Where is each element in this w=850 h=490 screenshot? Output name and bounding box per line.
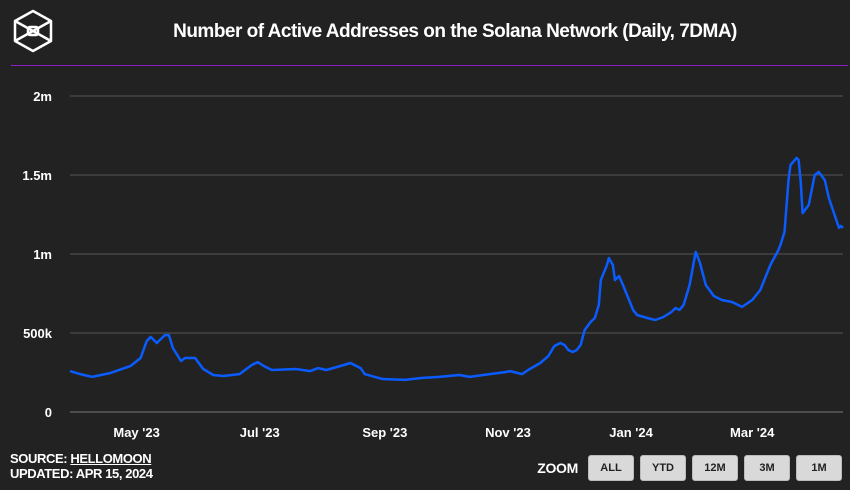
x-tick-label: Jan '24 — [609, 425, 653, 440]
y-tick-label: 1m — [33, 247, 52, 262]
y-tick-label: 0 — [45, 405, 52, 420]
hexagon-cube-logo — [13, 9, 53, 53]
zoom-ytd-button[interactable]: YTD — [640, 455, 686, 481]
zoom-label: ZOOM — [537, 460, 578, 476]
y-tick-label: 2m — [33, 89, 52, 104]
series-line — [69, 156, 844, 382]
zoom-1m-button[interactable]: 1M — [796, 455, 842, 481]
chart-title: Number of Active Addresses on the Solana… — [173, 21, 737, 42]
source-link[interactable]: HELLOMOON — [70, 451, 152, 466]
updated-date: UPDATED: APR 15, 2024 — [10, 466, 153, 481]
y-tick-label: 500k — [23, 326, 53, 341]
zoom-12m-button[interactable]: 12M — [692, 455, 738, 481]
x-tick-label: May '23 — [113, 425, 159, 440]
title-divider — [11, 65, 848, 66]
x-tick-label: Nov '23 — [485, 425, 531, 440]
source-info: SOURCE: HELLOMOON UPDATED: APR 15, 2024 — [10, 451, 153, 481]
line-chart: 0 500k 1m 1.5m 2m May '23 Jul '23 Sep '23 Nov '… — [22, 89, 844, 440]
x-tick-label: Mar '24 — [730, 425, 775, 440]
x-tick-label: Sep '23 — [362, 425, 407, 440]
zoom-3m-button[interactable]: 3M — [744, 455, 790, 481]
source-prefix: SOURCE: — [10, 451, 71, 466]
zoom-controls: ZOOM ALL YTD 12M 3M 1M — [537, 455, 842, 481]
y-tick-label: 1.5m — [22, 168, 52, 183]
x-tick-label: Jul '23 — [240, 425, 280, 440]
zoom-all-button[interactable]: ALL — [588, 455, 634, 481]
